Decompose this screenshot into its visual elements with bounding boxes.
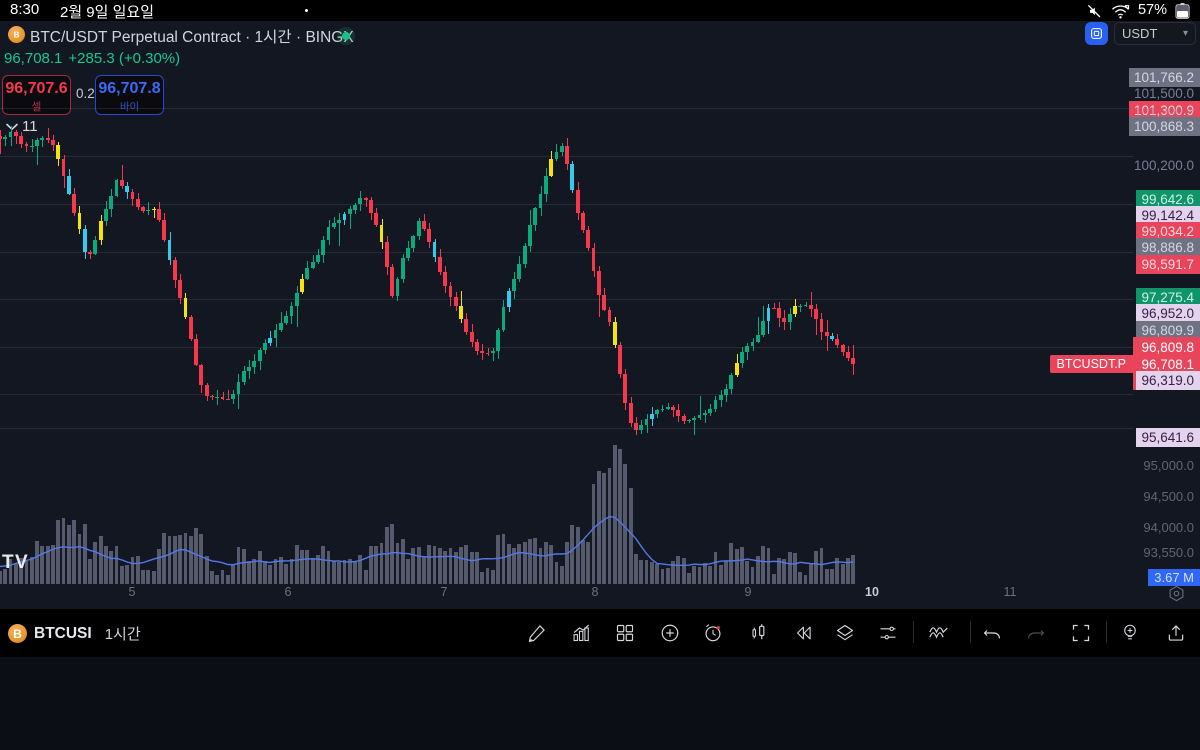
svg-text:T: T	[2, 552, 14, 572]
svg-text:B: B	[14, 30, 20, 39]
svg-text:V: V	[15, 552, 28, 572]
